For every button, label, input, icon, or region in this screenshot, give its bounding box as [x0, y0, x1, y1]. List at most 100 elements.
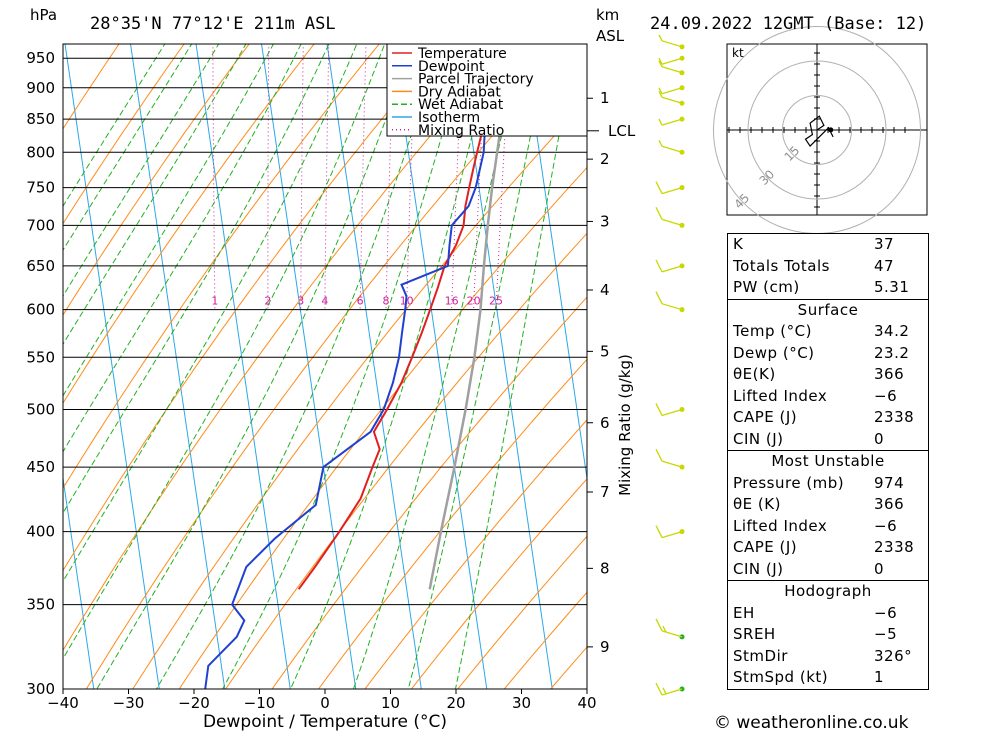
x-tick-label: 40	[577, 694, 596, 712]
x-tick-label: 10	[381, 694, 400, 712]
dry-adiabat-line	[63, 44, 120, 130]
index-label: K	[733, 235, 744, 253]
x-axis-title: Dewpoint / Temperature (°C)	[203, 712, 447, 732]
wind-barb-flag	[655, 448, 663, 462]
row-label: EH	[733, 603, 755, 622]
copyright-footer: © weatheronline.co.uk	[714, 713, 909, 733]
wind-barb-staff	[661, 408, 683, 417]
legend-label: Dewpoint	[418, 59, 485, 75]
row-value: −6	[874, 386, 898, 405]
row-value: 2338	[874, 538, 915, 556]
x-tick-label: −40	[47, 694, 79, 712]
index-row-totals: Totals Totals 47	[728, 256, 928, 278]
row-value: −6	[874, 603, 898, 622]
wind-barb-flag	[655, 259, 663, 273]
isotherm-line	[130, 44, 226, 689]
pressure-tick-label: 700	[26, 216, 55, 234]
pressure-tick-label: 400	[26, 523, 55, 541]
wind-barb-flag	[655, 291, 663, 304]
wet-adiabat-line	[407, 44, 550, 689]
row-value: 2338	[874, 408, 915, 426]
height-tick-label: 1	[600, 89, 610, 107]
hodograph-row: SREH −5	[728, 624, 928, 646]
wind-barb-half-flag	[662, 625, 667, 633]
pressure-tick-label: 500	[26, 401, 55, 419]
surface-row: Dewp (°C) 23.2	[728, 343, 928, 365]
wind-barb-half-flag	[658, 87, 663, 95]
dry-adiabat-line	[63, 44, 315, 405]
dry-adiabat-line	[63, 44, 380, 490]
dewpoint-line	[204, 46, 487, 689]
hodograph-row: StmDir 326°	[728, 646, 928, 668]
wind-barb-flag	[655, 682, 663, 696]
legend-label: Wet Adiabat	[418, 97, 504, 113]
wind-barb-half-flag	[658, 34, 663, 42]
mixing-ratio-line	[359, 44, 367, 310]
wind-barb-half-flag	[658, 139, 663, 147]
mixing-ratio-label: 3	[297, 295, 304, 308]
x-tick-label: −30	[113, 694, 145, 712]
mixing-ratio-label: 6	[357, 295, 364, 308]
row-value: 974	[874, 473, 905, 492]
wet-adiabat-line	[63, 44, 358, 583]
row-label: Lifted Index	[733, 516, 828, 535]
pressure-tick-label: 300	[26, 680, 55, 698]
row-label: CIN (J)	[733, 429, 784, 448]
height-tick-label: 3	[600, 212, 610, 230]
row-label: Lifted Index	[733, 386, 828, 405]
index-value: 47	[874, 256, 895, 275]
row-value: 0	[874, 559, 885, 578]
row-value: 0	[874, 429, 885, 448]
dry-adiabat-line	[132, 99, 587, 689]
row-value: 366	[874, 365, 905, 383]
wet-adiabat-line	[63, 44, 302, 453]
isotherm-line	[583, 3, 689, 726]
mixing-ratio-label: 16	[445, 295, 459, 308]
row-value: 34.2	[874, 322, 910, 340]
dry-adiabat-line	[63, 44, 250, 316]
mixing-ratio-line	[212, 44, 216, 310]
height-tick-label: 9	[600, 638, 610, 656]
wind-barb-half-flag	[658, 57, 663, 65]
height-tick-label: 6	[600, 414, 610, 432]
mixing-ratio-labels: 1 2 3 4 6 8 10 16 20 25	[211, 295, 503, 308]
dry-adiabat-line	[224, 232, 587, 689]
row-value: 1	[874, 668, 885, 686]
height-tick-label: 5	[600, 342, 610, 360]
row-label: θE(K)	[733, 365, 776, 383]
pressure-tick-label: 800	[26, 143, 55, 161]
surface-row: Temp (°C) 34.2	[728, 321, 928, 343]
row-value: 326°	[874, 646, 913, 665]
index-value: 5.31	[874, 278, 910, 296]
wind-barb-half-flag	[658, 90, 663, 98]
mixing-ratio-axis-title: Mixing Ratio (g/kg)	[616, 354, 634, 496]
wind-barb-staff	[661, 186, 683, 195]
wind-barb-staff	[661, 118, 683, 126]
mixing-ratio-label: 4	[321, 295, 328, 308]
index-value: 37	[874, 235, 895, 253]
surface-section-title: Surface	[728, 298, 928, 322]
row-label: CAPE (J)	[733, 538, 798, 556]
hodograph-ring	[782, 95, 852, 165]
legend-label: Dry Adiabat	[418, 84, 501, 100]
wind-barb-half-flag	[658, 118, 663, 126]
row-label: CAPE (J)	[733, 408, 798, 426]
mixing-ratio-label: 1	[211, 295, 218, 308]
datetime-title: 24.09.2022 12GMT (Base: 12)	[650, 14, 926, 34]
wind-barb-half-flag	[658, 60, 663, 68]
mixing-ratio-label: 2	[264, 295, 271, 308]
wind-barb-staff	[661, 530, 683, 539]
row-label: Temp (°C)	[733, 322, 812, 340]
dry-adiabat-line	[317, 358, 587, 689]
mixing-ratio-line	[324, 44, 330, 310]
isotherm-line	[64, 44, 160, 689]
surface-row: CIN (J) 0	[728, 429, 928, 451]
wind-barb-flag	[655, 525, 663, 538]
wind-profile	[655, 34, 685, 696]
row-value: −5	[874, 625, 898, 643]
row-label: SREH	[733, 625, 776, 643]
wind-barb-staff	[661, 218, 683, 226]
wind-barb-flag	[655, 618, 663, 632]
wet-adiabat-line	[63, 44, 274, 397]
